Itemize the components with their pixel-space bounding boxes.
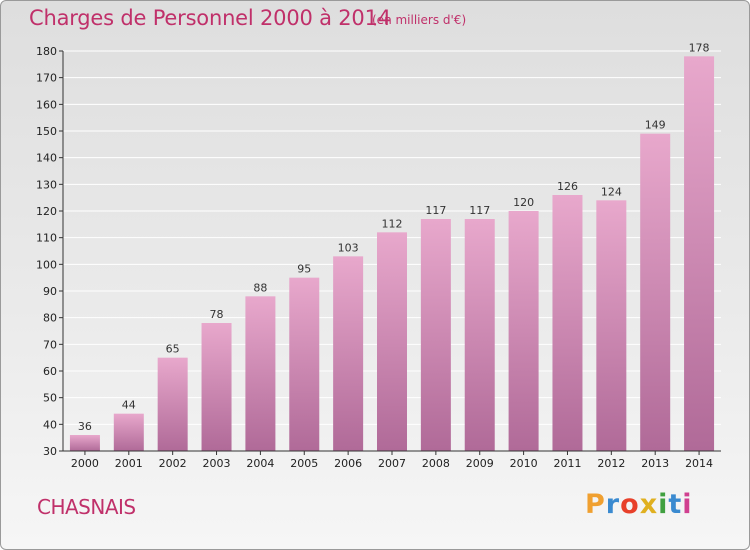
- data-label-2011: 126: [557, 180, 578, 193]
- y-tick-label: 50: [43, 392, 57, 405]
- bar-2014: [684, 56, 715, 451]
- data-label-2003: 78: [210, 308, 224, 321]
- y-tick-label: 90: [43, 285, 57, 298]
- data-label-2010: 120: [513, 196, 534, 209]
- data-label-2013: 149: [645, 119, 666, 132]
- bar-2006: [333, 256, 364, 451]
- x-tick-label-2003: 2003: [203, 457, 231, 470]
- y-tick-label: 160: [36, 98, 57, 111]
- bar-2013: [640, 133, 671, 451]
- commune-name: CHASNAIS: [37, 495, 136, 519]
- bar-2011: [552, 195, 583, 451]
- bars: 36 44 65 78 88 95 103 112 117 117 120 126 124 149 178: [69, 41, 715, 451]
- y-tick-label: 110: [36, 232, 57, 245]
- x-tick-label-2014: 2014: [685, 457, 713, 470]
- y-tick-label: 30: [43, 445, 57, 458]
- data-label-2009: 117: [469, 204, 490, 217]
- chart-subtitle: (en milliers d'€): [372, 13, 467, 27]
- x-tick-label-2000: 2000: [71, 457, 99, 470]
- y-tick-label: 100: [36, 258, 57, 271]
- data-label-2002: 65: [166, 343, 180, 356]
- data-label-2005: 95: [297, 263, 311, 276]
- x-tick-label-2013: 2013: [641, 457, 669, 470]
- data-label-2006: 103: [338, 241, 359, 254]
- bar-2001: [113, 413, 144, 451]
- x-tick-label-2012: 2012: [597, 457, 625, 470]
- y-tick-label: 170: [36, 72, 57, 85]
- x-tick-label-2004: 2004: [246, 457, 274, 470]
- y-tick-label: 80: [43, 312, 57, 325]
- axes: 30 40 50 60 70 80 90 100 110 120 130 140 150 160 170 18…: [36, 45, 721, 470]
- bar-2002: [157, 357, 188, 451]
- data-label-2000: 36: [78, 420, 92, 433]
- bar-2005: [289, 277, 320, 451]
- x-tick-label-2002: 2002: [159, 457, 187, 470]
- x-tick-label-2006: 2006: [334, 457, 362, 470]
- data-label-2004: 88: [253, 281, 267, 294]
- bar-2012: [596, 200, 627, 451]
- x-tick-label-2009: 2009: [466, 457, 494, 470]
- y-tick-label: 130: [36, 178, 57, 191]
- y-tick-label: 140: [36, 152, 57, 165]
- data-label-2012: 124: [601, 185, 622, 198]
- bar-2009: [464, 219, 495, 451]
- proxiti-logo: Proxiti: [585, 489, 693, 520]
- y-tick-label: 150: [36, 125, 57, 138]
- y-tick-label: 60: [43, 365, 57, 378]
- y-tick-label: 40: [43, 418, 57, 431]
- data-label-2008: 117: [425, 204, 446, 217]
- bar-2004: [245, 296, 276, 451]
- x-tick-label-2010: 2010: [510, 457, 538, 470]
- x-tick-label-2007: 2007: [378, 457, 406, 470]
- bar-2000: [69, 435, 100, 451]
- y-tick-label: 120: [36, 205, 57, 218]
- y-tick-label: 70: [43, 338, 57, 351]
- x-tick-label-2008: 2008: [422, 457, 450, 470]
- data-label-2001: 44: [122, 399, 136, 412]
- bar-2003: [201, 323, 232, 451]
- data-label-2007: 112: [382, 217, 403, 230]
- bar-2010: [508, 211, 539, 451]
- x-tick-label-2001: 2001: [115, 457, 143, 470]
- bar-2008: [420, 219, 451, 451]
- x-tick-label-2011: 2011: [553, 457, 581, 470]
- chart-title: Charges de Personnel 2000 à 2014: [29, 6, 391, 30]
- y-tick-label: 180: [36, 45, 57, 58]
- bar-2007: [377, 232, 407, 451]
- x-tick-label-2005: 2005: [290, 457, 318, 470]
- data-label-2014: 178: [689, 41, 710, 54]
